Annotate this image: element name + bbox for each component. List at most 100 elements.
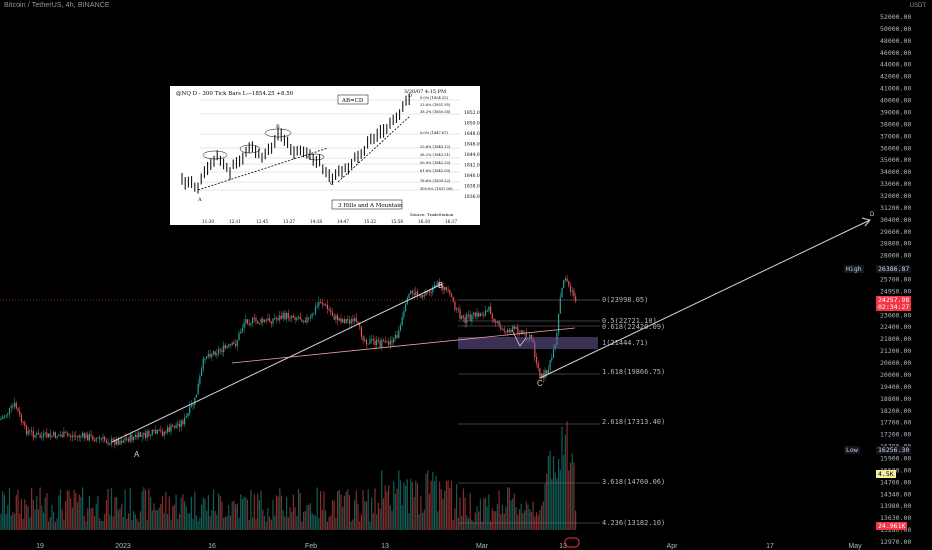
inset-date: 3/20/07 4:15 PM: [404, 89, 446, 95]
candle-body: [410, 290, 412, 294]
volume-bar: [454, 508, 456, 530]
price-axis-label: 38000.00: [880, 120, 911, 128]
volume-bar: [46, 492, 48, 530]
candle-body: [19, 411, 21, 415]
volume-bar: [126, 518, 128, 530]
volume-bar: [124, 489, 126, 530]
candle-body: [372, 339, 374, 341]
volume-bar: [58, 495, 60, 530]
candle-body: [496, 321, 498, 323]
price-axis-label: 18800.00: [880, 395, 911, 403]
candle-body: [267, 318, 269, 321]
volume-bar: [459, 497, 461, 530]
volume-bar: [544, 483, 546, 530]
inset-time-label: 14:18: [310, 219, 322, 224]
candle-body: [5, 415, 7, 417]
candle-body: [168, 427, 170, 432]
label-a: A: [134, 450, 140, 459]
candle-body: [44, 432, 46, 434]
volume-bar: [552, 456, 555, 530]
volume-bar: [393, 481, 395, 530]
volume-bar: [87, 508, 89, 530]
candle-body: [99, 437, 101, 439]
label-d: D: [870, 212, 875, 218]
pattern-drawings[interactable]: A B C D: [111, 212, 875, 459]
price-axis-label: 50000.00: [880, 25, 911, 33]
volume-bar: [568, 470, 570, 530]
inset-fib-label: 0.0% (1847.67): [420, 131, 449, 135]
candle-body: [224, 345, 226, 348]
volume-bar: [139, 511, 141, 530]
price-axis-label: 22400.00: [880, 323, 911, 331]
volume-bar: [229, 515, 232, 530]
inset-fib-label: 0.0% (1854.25): [420, 96, 449, 100]
volume-bar: [282, 510, 284, 530]
volume-bar: [265, 521, 267, 530]
volume-bar: [68, 490, 70, 530]
candle-body: [491, 314, 493, 319]
volume-bar: [297, 488, 300, 530]
candle-body: [48, 433, 50, 438]
volume-bar: [389, 505, 391, 530]
inset-time-label: 12:11: [229, 219, 241, 224]
hills-baseline: [231, 327, 576, 364]
candle-body: [569, 285, 572, 292]
candle-body: [500, 326, 502, 330]
candle-body: [396, 334, 398, 338]
volume-bar: [7, 504, 9, 530]
price-axis[interactable]: 52000.00 50000.00 48000.00 46000.00 44000.00…: [880, 13, 911, 546]
volume-bar: [92, 507, 94, 530]
candle-body: [428, 291, 430, 293]
candle-body: [252, 317, 254, 323]
volume-bar: [469, 492, 471, 530]
candle-body: [253, 317, 255, 319]
candle-body: [121, 440, 123, 443]
volume-bar: [462, 488, 464, 530]
candle-body: [325, 304, 327, 306]
volume-bar: [437, 511, 439, 530]
volume-bar: [457, 517, 459, 530]
replay-marker[interactable]: [564, 537, 580, 548]
candle-body: [158, 429, 160, 431]
candle-body: [105, 440, 107, 443]
candle-body: [68, 435, 70, 437]
symbol-title[interactable]: Bitcoin / TetherUS, 4h, BINANCE: [4, 2, 110, 9]
price-axis-label: 40000.00: [880, 97, 911, 105]
price-axis-label: 23000.00: [880, 311, 911, 319]
volume-bar: [167, 514, 169, 530]
volume-bar: [449, 487, 451, 530]
volume-bar: [371, 497, 373, 530]
volume-bar: [61, 509, 63, 530]
volume-bar: [391, 510, 393, 530]
candle-body: [82, 432, 84, 437]
volume-bar: [201, 504, 203, 530]
fib-tool[interactable]: 0(23998.05) 0.5(22721.10) 0.618(22420.09…: [458, 296, 665, 527]
price-axis-label: 21800.00: [880, 335, 911, 343]
candle-body: [309, 317, 311, 319]
volume-bar: [32, 499, 34, 530]
volume-bar: [388, 485, 390, 530]
candle-body: [311, 313, 313, 318]
candle-body: [258, 323, 260, 325]
candle-body: [170, 425, 172, 432]
candle-body: [46, 432, 48, 438]
label-b: B: [438, 281, 443, 290]
candle-body: [467, 314, 470, 316]
volume-bar: [42, 512, 45, 530]
volume-bar: [532, 501, 534, 530]
volume-bar: [513, 493, 515, 530]
volume-bar: [342, 507, 344, 530]
time-axis[interactable]: 19 2023 16 Feb 13 Mar 13 Apr 17 May: [36, 543, 862, 550]
volume-bar: [262, 509, 264, 530]
candle-body: [270, 321, 272, 324]
candle-body: [243, 322, 245, 329]
candle-body: [333, 316, 335, 320]
volume-bar: [384, 485, 386, 530]
candle-body: [352, 319, 354, 322]
price-axis-label: 14700.00: [880, 478, 911, 486]
volume-bar: [296, 515, 298, 530]
low-tag-value: 16256.30: [876, 446, 912, 454]
time-axis-label: 17: [766, 543, 774, 550]
volume-bar: [415, 480, 417, 530]
